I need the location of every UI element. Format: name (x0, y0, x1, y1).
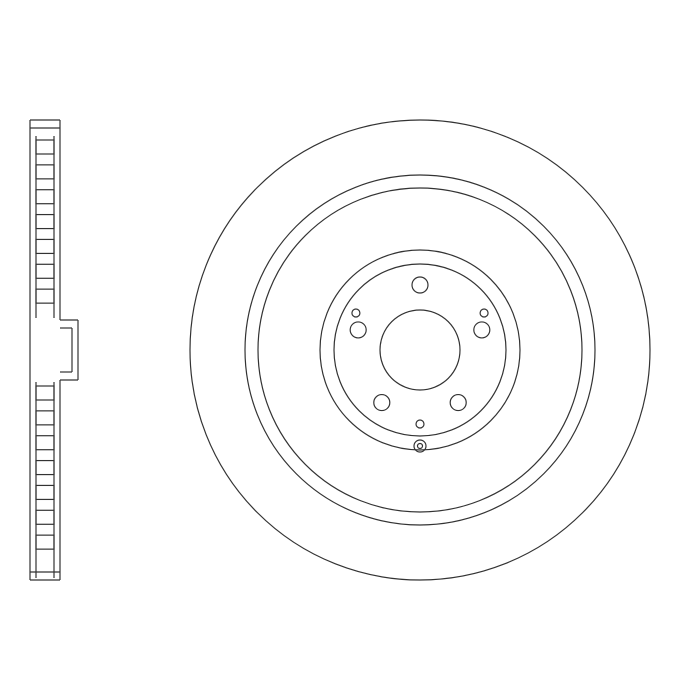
vane-slot (36, 289, 54, 303)
center-bore (380, 310, 460, 390)
bolt-hole (450, 395, 466, 411)
bolt-hole (374, 395, 390, 411)
small-hole (416, 420, 424, 428)
vane-slot (36, 510, 54, 524)
front-view (190, 120, 650, 580)
index-hole-inner (418, 444, 423, 449)
vane-slot (36, 436, 54, 450)
vane-slot (36, 386, 54, 400)
swept-band-inner (258, 188, 582, 512)
side-view (30, 120, 78, 580)
vane-slot (36, 215, 54, 229)
small-hole (352, 309, 360, 317)
vane-slot (36, 165, 54, 179)
small-hole (480, 309, 488, 317)
bolt-hole (412, 277, 428, 293)
vane-slot (36, 411, 54, 425)
vane-slot (36, 485, 54, 499)
vane-slot (36, 264, 54, 278)
hub-mid (334, 264, 506, 436)
vane-slot (36, 461, 54, 475)
vane-slot (36, 239, 54, 253)
bolt-hole (474, 322, 490, 338)
swept-band-outer (245, 175, 595, 525)
outer-edge (190, 120, 650, 580)
vane-slot (36, 190, 54, 204)
brake-disc-technical-drawing (0, 0, 700, 700)
vane-slot (36, 535, 54, 549)
bolt-hole (350, 322, 366, 338)
vane-slot (36, 140, 54, 154)
